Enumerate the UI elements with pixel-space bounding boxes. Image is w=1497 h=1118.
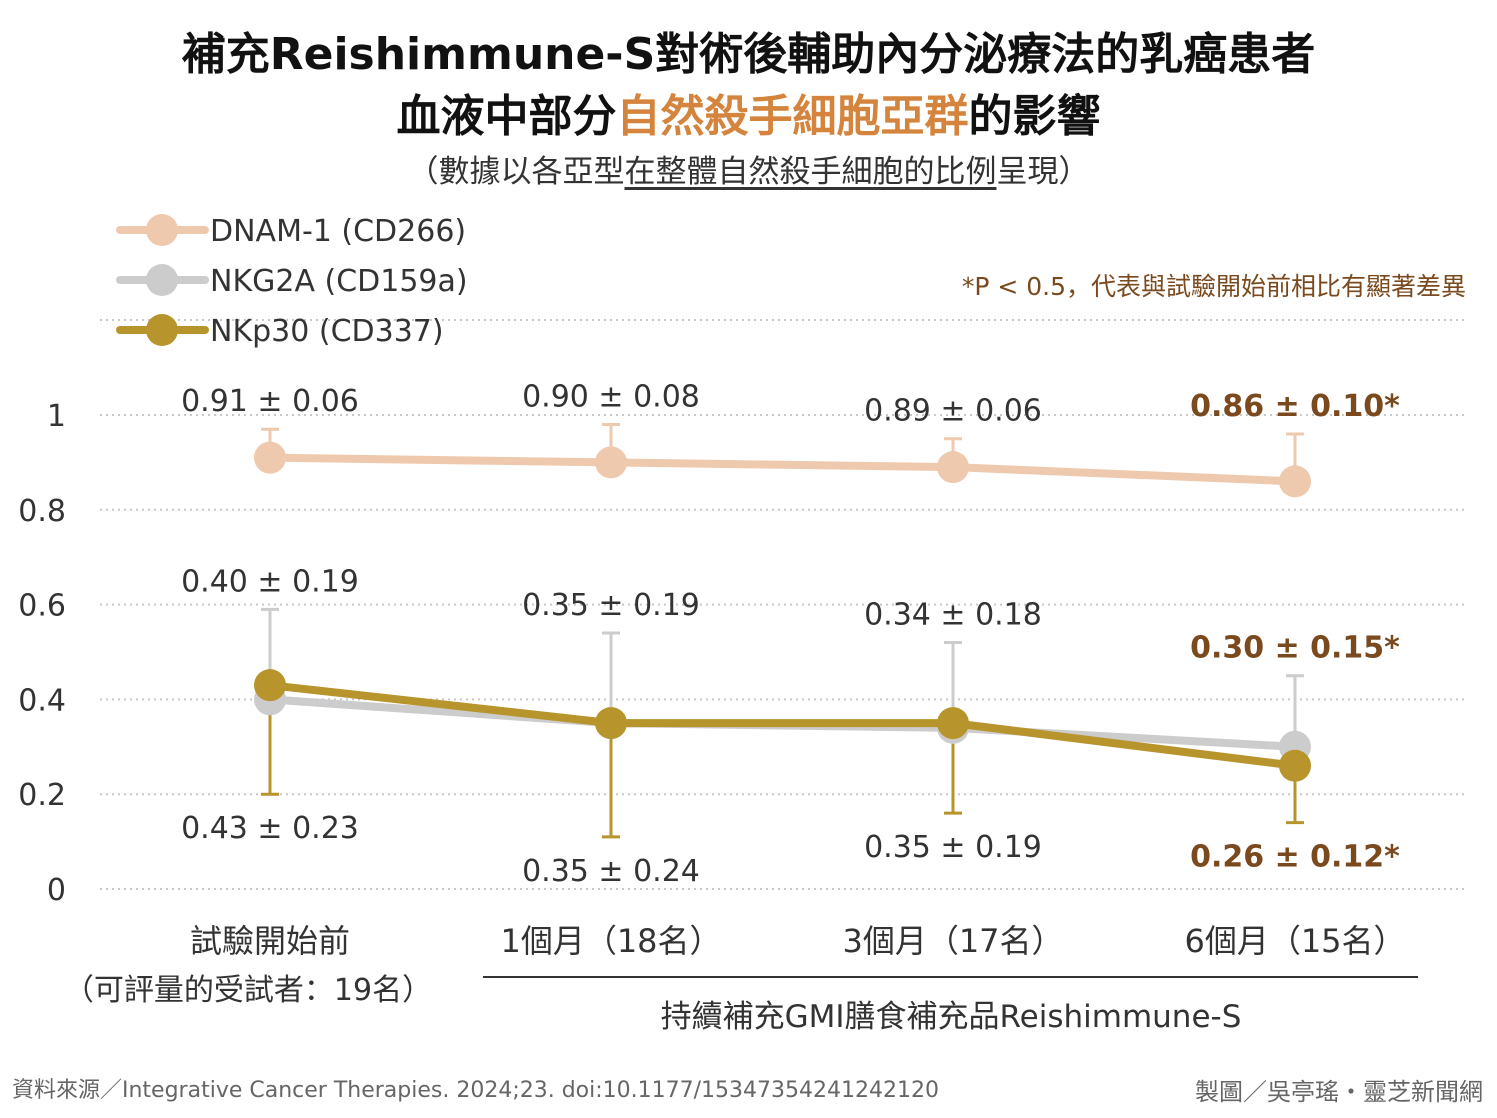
subtitle-underlined: 在整體自然殺手細胞的比例 — [624, 154, 997, 190]
data-point-dnam1 — [254, 441, 286, 474]
data-label-nkp30: 0.26 ± 0.12* — [1190, 840, 1400, 875]
data-label-dnam1: 0.86 ± 0.10* — [1190, 389, 1400, 424]
subtitle-suffix: 呈現） — [996, 154, 1090, 190]
data-label-nkg2a: 0.35 ± 0.19 — [522, 588, 700, 623]
legend-swatch-marker — [146, 264, 178, 296]
x-tick-label: 1個月（18名） — [500, 922, 721, 960]
y-tick-label: 0.8 — [18, 494, 66, 529]
chart-title-line-2: 血液中部分自然殺手細胞亞群的影響 — [0, 80, 1497, 144]
data-point-nkp30 — [1279, 749, 1311, 782]
data-label-dnam1: 0.89 ± 0.06 — [864, 394, 1042, 429]
data-label-dnam1: 0.91 ± 0.06 — [181, 384, 359, 419]
chart-title-line-1: 補充Reishimmune-S對術後輔助內分泌療法的乳癌患者 — [181, 29, 1316, 80]
data-point-nkp30 — [254, 669, 286, 702]
series-line-dnam1 — [269, 453, 1296, 486]
data-label-nkg2a: 0.30 ± 0.15* — [1190, 631, 1400, 666]
x-tick-label: 3個月（17名） — [842, 922, 1063, 960]
legend-label: NKp30 (CD337) — [210, 314, 444, 349]
title-suffix: 的影響 — [968, 91, 1101, 142]
legend-swatch-marker — [146, 214, 178, 246]
x-tick-label: 試驗開始前 — [190, 922, 350, 960]
title-highlight: 自然殺手細胞亞群 — [616, 91, 969, 142]
data-label-nkp30: 0.35 ± 0.19 — [864, 830, 1042, 865]
data-point-nkp30 — [937, 707, 969, 740]
source-citation: 資料來源／Integrative Cancer Therapies. 2024;… — [12, 1078, 939, 1103]
data-label-dnam1: 0.90 ± 0.08 — [522, 379, 700, 414]
data-point-nkp30 — [595, 707, 627, 740]
title-prefix: 血液中部分 — [396, 91, 617, 142]
subtitle-prefix: （數據以各亞型 — [407, 154, 625, 190]
chart-subtitle: （數據以各亞型在整體自然殺手細胞的比例呈現） — [0, 146, 1497, 191]
group-label: 持續補充GMI膳食補充品Reishimmune-S — [661, 999, 1242, 1035]
data-label-nkg2a: 0.34 ± 0.18 — [864, 598, 1042, 633]
data-label-nkg2a: 0.40 ± 0.19 — [181, 564, 359, 599]
legend-swatch-marker — [146, 314, 178, 346]
x-category-note: （可評量的受試者：19名） — [64, 973, 432, 1008]
data-point-dnam1 — [937, 451, 969, 484]
data-point-dnam1 — [1279, 465, 1311, 498]
data-point-dnam1 — [595, 446, 627, 479]
legend-label: NKG2A (CD159a) — [210, 264, 468, 299]
line-chart: 0 0.2 0.4 0.6 0.8 1 試驗開始前 1個月（18名） 3個月（17名） 6個月（1… — [18, 214, 1466, 1035]
legend-label: DNAM-1 (CD266) — [210, 214, 466, 249]
y-tick-label: 1 — [47, 399, 66, 434]
y-tick-label: 0 — [47, 873, 66, 908]
y-tick-label: 0.4 — [18, 683, 66, 718]
chart-credit: 製圖／吳亭瑤・靈芝新聞網 — [1195, 1078, 1483, 1106]
series-line-nkp30 — [269, 681, 1296, 770]
significance-note: *P < 0.5，代表與試驗開始前相比有顯著差異 — [962, 272, 1466, 301]
y-tick-label: 0.2 — [18, 778, 66, 813]
data-label-nkp30: 0.43 ± 0.23 — [181, 811, 359, 846]
y-tick-label: 0.6 — [18, 589, 66, 624]
x-tick-label: 6個月（15名） — [1184, 922, 1405, 960]
data-label-nkp30: 0.35 ± 0.24 — [522, 854, 700, 889]
